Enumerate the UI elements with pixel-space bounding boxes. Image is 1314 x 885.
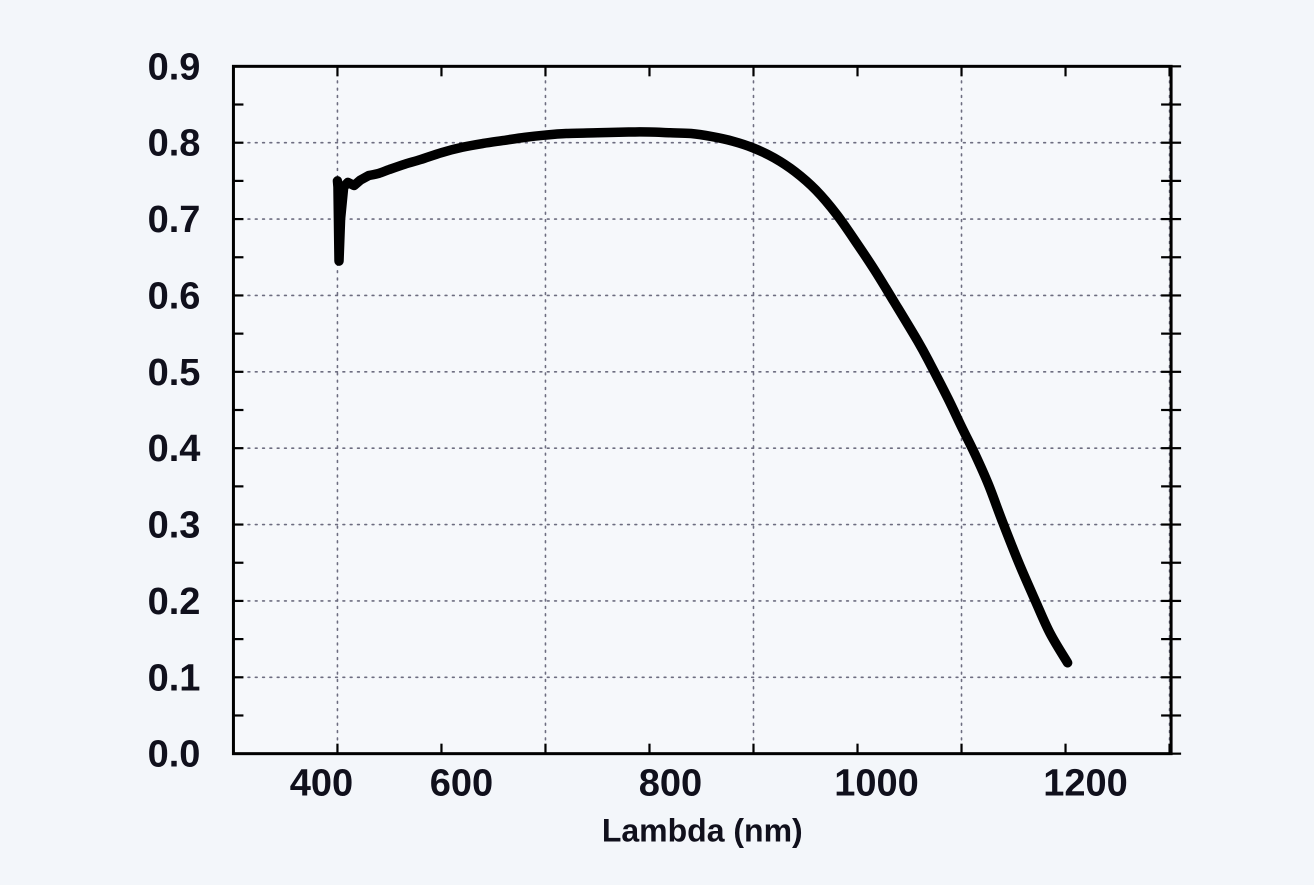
svg-text:Lambda (nm): Lambda (nm) [602, 813, 803, 849]
svg-text:600: 600 [430, 763, 493, 805]
svg-text:0.2: 0.2 [148, 581, 201, 623]
svg-text:1200: 1200 [1043, 763, 1128, 805]
svg-text:0.3: 0.3 [148, 505, 201, 547]
svg-text:0.4: 0.4 [148, 428, 201, 470]
svg-text:0.8: 0.8 [148, 123, 201, 165]
svg-text:0.6: 0.6 [148, 275, 201, 317]
svg-text:400: 400 [290, 763, 353, 805]
svg-text:800: 800 [639, 763, 702, 805]
svg-text:0.5: 0.5 [148, 352, 201, 394]
svg-text:0.7: 0.7 [148, 199, 201, 241]
svg-text:1000: 1000 [834, 763, 919, 805]
svg-text:0.1: 0.1 [148, 657, 201, 699]
svg-text:0.9: 0.9 [148, 46, 201, 88]
svg-text:0.0: 0.0 [148, 734, 201, 776]
